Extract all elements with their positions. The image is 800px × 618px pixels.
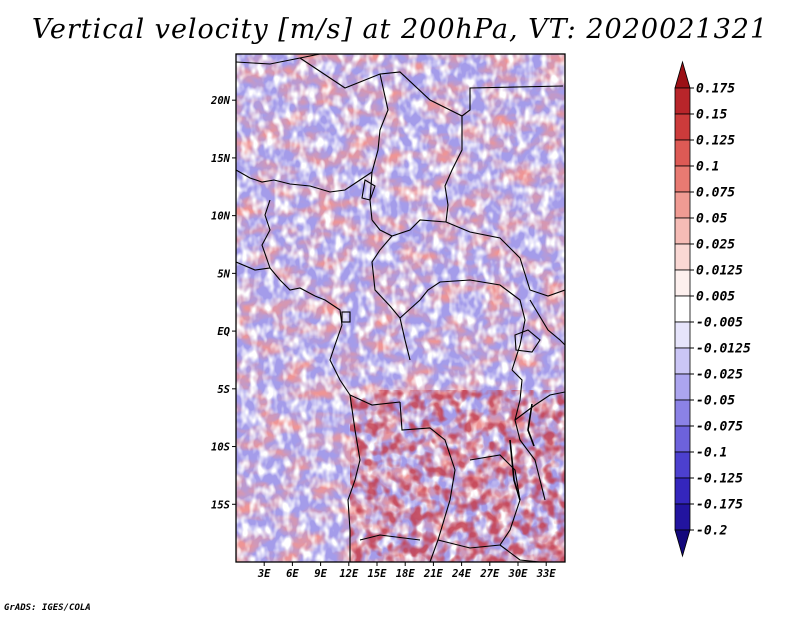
velocity-field [236,54,565,562]
colorbar-level-label: 0.175 [696,82,735,97]
lat-tick-label: 15S [211,499,230,511]
colorbar-segment [674,269,691,297]
colorbar-level-label: -0.025 [696,368,743,383]
colorbar-segment [674,165,691,193]
colorbar-segment [674,451,691,479]
credit-text: GrADS: IGES/COLA [4,603,91,613]
lat-tick-label: EQ [217,326,230,338]
lon-tick-label: 24E [451,568,472,580]
colorbar-segment [674,503,691,531]
colorbar-level-label: 0.005 [696,290,735,305]
lon-tick-label: 9E [314,568,327,580]
lon-tick-label: 15E [368,568,388,580]
colorbar-segment [674,399,691,427]
colorbar-segment [674,529,691,558]
colorbar-segment [674,191,691,219]
colorbar-level-label: -0.05 [696,394,735,409]
colorbar-level-label: 0.075 [696,186,735,201]
colorbar-segment [674,425,691,453]
colorbar-level-label: -0.0125 [696,342,751,357]
colorbar-level-label: 0.0125 [696,264,743,279]
colorbar-level-label: 0.15 [696,108,727,123]
colorbar-level-label: 0.05 [696,212,727,227]
colorbar-level-label: 0.025 [696,238,735,253]
chart-title: Vertical velocity [m/s] at 200hPa, VT: 2… [31,14,769,45]
lon-tick-label: 21E [423,568,444,580]
country-borders [236,54,565,562]
colorbar-segment [674,321,691,349]
colorbar-segment [674,217,691,245]
colorbar-level-label: -0.125 [696,472,743,487]
colorbar-segment [674,113,691,141]
lon-tick-label: 3E [257,568,271,580]
lon-tick-label: 18E [396,568,416,580]
colorbar-segment [674,87,691,115]
colorbar-level-label: -0.075 [696,420,743,435]
colorbar: 0.175 0.15 0.125 0.1 0.075 0.05 0.025 0.0125 0.0… [674,60,751,558]
lat-tick-label: 10S [211,442,230,454]
colorbar-level-label: -0.1 [696,446,727,461]
lat-tick-label: 10N [211,211,231,223]
lat-tick-label: 5S [217,384,230,396]
lon-tick-label: 27E [479,568,500,580]
colorbar-segment [674,477,691,505]
colorbar-segment [674,243,691,271]
map-frame [235,53,566,563]
colorbar-level-label: 0.1 [696,160,719,175]
lon-tick-label: 30E [508,568,529,580]
colorbar-segment [674,60,691,89]
lat-tick-label: 5N [217,268,230,280]
colorbar-level-label: -0.005 [696,316,743,331]
colorbar-level-label: -0.2 [696,524,727,539]
colorbar-segment [674,347,691,375]
colorbar-segment [674,295,691,323]
lon-tick-label: 33E [536,568,557,580]
lon-tick-label: 6E [286,568,299,580]
colorbar-level-label: 0.125 [696,134,735,149]
lon-tick-label: 12E [339,568,359,580]
lat-tick-label: 20N [210,95,231,107]
colorbar-level-label: -0.175 [696,498,743,513]
longitude-axis: 3E 6E 9E 12E 15E 18E 21E 24E 27E 30E 33E [257,562,556,580]
colorbar-segment [674,373,691,401]
colorbar-segment [674,139,691,167]
latitude-axis: 20N 15N 10N 5N EQ 5S 10S 15S [210,95,236,511]
lat-tick-label: 15N [211,153,231,165]
